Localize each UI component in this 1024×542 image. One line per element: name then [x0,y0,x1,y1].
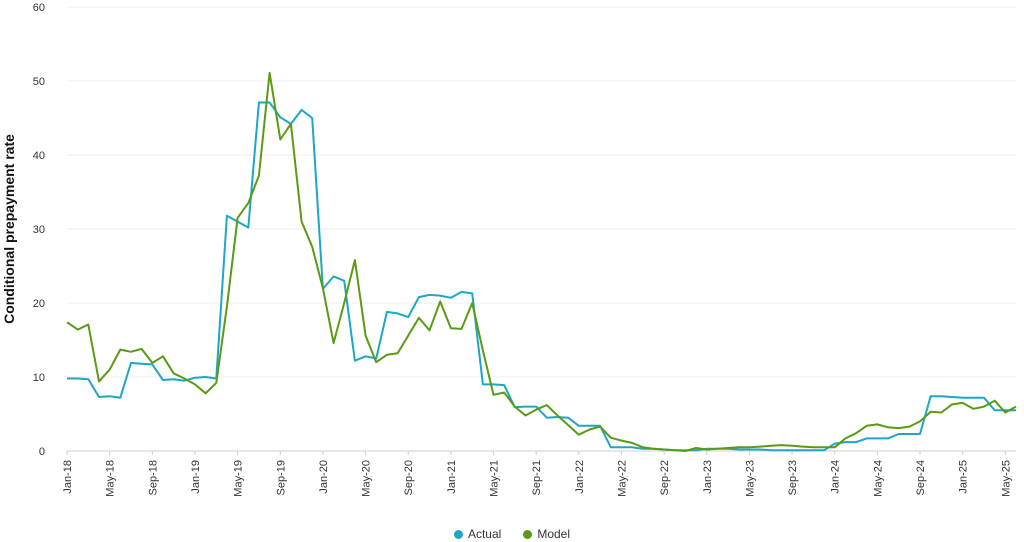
x-tick-label: May-22 [616,460,628,497]
y-axis-label: Conditional prepayment rate [1,134,17,324]
x-tick-label: Sep-19 [275,460,287,495]
legend-label-model: Model [537,527,571,541]
x-tick-label: May-18 [105,460,117,497]
gridlines [67,6,1016,452]
y-tick-label: 10 [33,372,45,384]
x-tick-label: Sep-24 [915,460,927,495]
x-tick-label: Sep-18 [147,460,159,495]
x-tick-label: May-25 [1000,460,1012,497]
legend: Actual Model [0,527,1024,541]
x-tick-label: Jan-23 [702,460,714,494]
y-tick-label: 50 [33,76,45,88]
legend-label-actual: Actual [467,527,502,541]
y-tick-label: 40 [33,150,45,162]
x-tick-label: Sep-21 [531,460,543,495]
x-tick-label: Jan-18 [62,460,74,494]
y-tick-label: 30 [33,224,45,236]
x-tick-label: Jan-21 [446,460,458,494]
series-line-model [66,71,1017,452]
series-line-actual [67,101,1016,452]
legend-swatch-actual [453,529,463,539]
y-tick-label: 20 [33,298,45,310]
x-tick-label: Sep-20 [403,460,415,495]
y-tick-label: 0 [39,446,45,458]
x-tick-label: May-21 [489,460,501,497]
legend-swatch-model [523,529,533,539]
legend-item-model[interactable]: Model [523,527,570,541]
x-tick-label: Jan-22 [574,460,586,494]
x-tick-label: May-19 [233,460,245,497]
x-tick-label: Sep-22 [659,460,671,495]
x-axis: Jan-18 May-18 Sep-18 Jan-19 May-19 Sep-19 Jan-… [62,451,1012,497]
x-tick-label: Jan-24 [830,460,842,494]
x-tick-label: May-23 [744,460,756,497]
x-tick-label: Jan-25 [958,460,970,494]
y-axis: 0 10 20 30 40 50 60 [33,2,45,458]
x-tick-label: Sep-23 [787,460,799,495]
legend-item-actual[interactable]: Actual [453,527,502,541]
x-tick-label: May-24 [872,460,884,497]
x-tick-label: Jan-19 [190,460,202,494]
x-tick-label: Jan-20 [318,460,330,494]
series-lines [66,71,1017,452]
x-tick-label: May-20 [361,460,373,497]
y-tick-label: 60 [33,2,45,14]
